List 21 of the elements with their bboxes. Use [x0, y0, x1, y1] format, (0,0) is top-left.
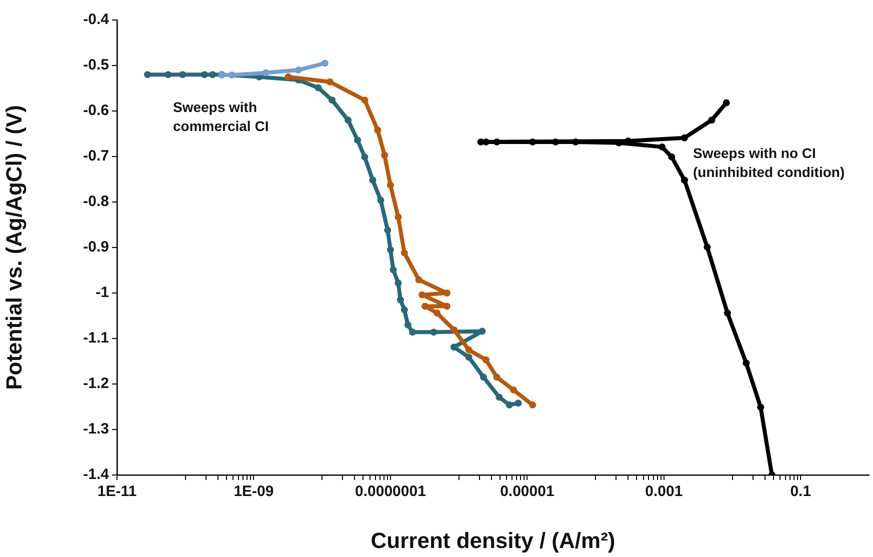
annotation: Sweeps with no CI (uninhibited condition) — [693, 144, 845, 182]
x-tick-label: 1E-11 — [97, 483, 137, 500]
y-tick-label: -0.4 — [83, 11, 110, 28]
y-tick-label: -1 — [96, 284, 109, 302]
y-axis-title: Potential vs. (Ag/AgCl) / (V) — [1, 105, 26, 390]
x-tick-label: 1E-09 — [234, 483, 274, 500]
y-tick-label: -0.5 — [83, 56, 109, 74]
y-tick-label: -1.2 — [83, 375, 109, 392]
y-tick-label: -1.4 — [83, 466, 110, 484]
x-tick-label: 0.001 — [645, 483, 683, 500]
annotation: Sweeps with commercial CI — [173, 98, 269, 136]
y-tick-label: -0.7 — [83, 148, 109, 165]
y-tick-label: -0.6 — [83, 102, 109, 120]
y-tick-label: -0.8 — [83, 193, 109, 210]
x-tick-label: 0.1 — [790, 483, 812, 500]
y-tick-label: -1.3 — [83, 420, 109, 438]
x-axis-title: Current density / (A/m²) — [370, 528, 616, 553]
x-tick-label: 0.00001 — [500, 483, 554, 500]
y-tick-label: -1.1 — [83, 330, 109, 347]
x-tick-label: 0.0000001 — [355, 483, 426, 500]
y-tick-label: -0.9 — [83, 238, 109, 256]
